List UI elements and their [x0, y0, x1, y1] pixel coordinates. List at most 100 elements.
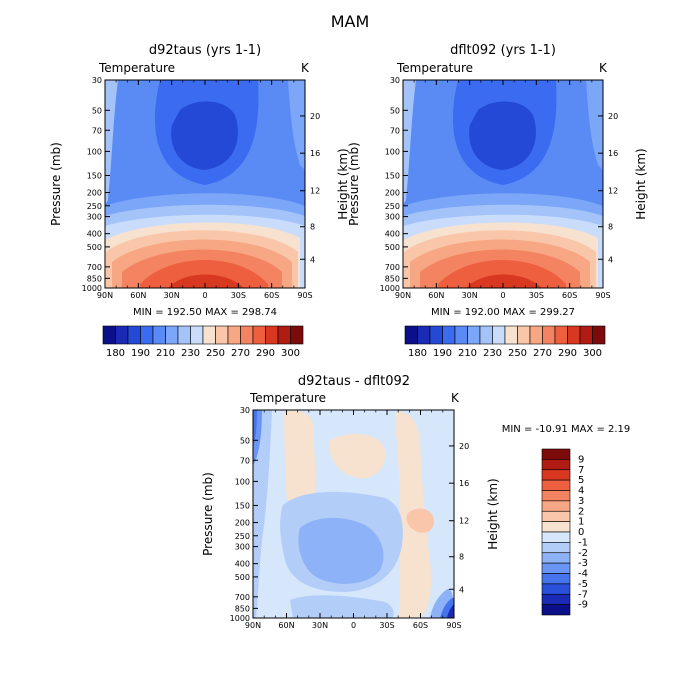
- colorbar-swatch: [541, 593, 571, 605]
- contour-band: [168, 274, 244, 288]
- colorbar-swatch: [542, 325, 556, 345]
- x-tick-label: 90S: [297, 291, 312, 300]
- colorbar-label: 1: [578, 517, 584, 528]
- panel-title: d92taus (yrs 1-1): [149, 43, 261, 58]
- contour-band: [283, 410, 316, 519]
- y-tick-label: 300: [385, 213, 400, 222]
- colorbar-swatch: [290, 325, 304, 345]
- x-tick-label: 60S: [264, 291, 279, 300]
- colorbar-swatch: [152, 325, 166, 345]
- y-tick-label: 300: [87, 213, 102, 222]
- y-tick-label: 700: [235, 593, 250, 602]
- x-tick-label: 90N: [395, 291, 411, 300]
- min-max-stats: MIN = -10.91 MAX = 2.19: [502, 424, 631, 435]
- contour-band: [586, 80, 603, 170]
- x-tick-label: 30S: [231, 291, 246, 300]
- x-tick-label: 30N: [462, 291, 478, 300]
- colorbar-label: -2: [578, 548, 588, 559]
- colorbar-label: 180: [408, 348, 427, 359]
- contour-band: [469, 101, 536, 170]
- colorbar-label: 7: [578, 465, 584, 476]
- x-tick-label: 60N: [278, 621, 294, 630]
- panel-difference: d92taus - dflt092 Temperature K 90N 60N 30…: [201, 374, 630, 630]
- height-tick-label: 16: [608, 149, 618, 158]
- x-tick-label: 90S: [446, 621, 461, 630]
- y-tick-label: 70: [390, 126, 400, 135]
- colorbar: 180 190 210 230 250 270 290 300: [404, 325, 606, 359]
- y-tick-label: 200: [87, 189, 102, 198]
- variable-label: Temperature: [249, 391, 326, 405]
- x-tick-label: 30N: [312, 621, 328, 630]
- height-tick-label: 20: [459, 442, 469, 451]
- variable-label: Temperature: [396, 61, 473, 75]
- colorbar-swatch: [541, 448, 571, 460]
- colorbar-label: 230: [181, 348, 200, 359]
- height-tick-label: 4: [459, 585, 464, 594]
- colorbar-label: 180: [106, 348, 125, 359]
- y-axis-label: Pressure (mb): [347, 142, 361, 226]
- contour-band: [329, 434, 386, 479]
- colorbar-swatch: [541, 562, 571, 574]
- x-tick-label: 30S: [379, 621, 394, 630]
- contour-band: [466, 274, 542, 288]
- y-tick-label: 150: [87, 171, 102, 180]
- colorbar-swatch: [492, 325, 506, 345]
- x-tick-label: 60S: [562, 291, 577, 300]
- contour-band: [171, 101, 238, 170]
- colorbar-label: 190: [433, 348, 452, 359]
- colorbar-swatch: [554, 325, 568, 345]
- colorbar-swatch: [429, 325, 443, 345]
- colorbar-swatch: [541, 500, 571, 512]
- height-tick-label: 4: [608, 255, 613, 264]
- y-tick-label: 1000: [82, 284, 102, 293]
- colorbar-swatch: [442, 325, 456, 345]
- colorbar-swatch: [579, 325, 593, 345]
- colorbar-swatch: [541, 573, 571, 585]
- contour-band: [403, 80, 416, 205]
- colorbar-label: 250: [508, 348, 527, 359]
- x-tick-label: 0: [202, 291, 207, 300]
- y-tick-label: 70: [240, 456, 250, 465]
- y-tick-label: 1000: [380, 284, 400, 293]
- colorbar-label: 3: [578, 496, 584, 507]
- colorbar-swatch: [177, 325, 191, 345]
- colorbar-label: -3: [578, 558, 588, 569]
- colorbar-swatch: [467, 325, 481, 345]
- colorbar-label: -4: [578, 569, 588, 580]
- y-tick-label: 200: [235, 519, 250, 528]
- y-tick-label: 50: [92, 106, 102, 115]
- y-axis-label: Pressure (mb): [49, 142, 63, 226]
- units-label: K: [599, 61, 608, 75]
- min-max-stats: MIN = 192.50 MAX = 298.74: [133, 307, 277, 318]
- x-tick-label: 0: [351, 621, 356, 630]
- height-tick-label: 16: [310, 149, 320, 158]
- contour-band: [288, 80, 305, 170]
- colorbar-label: 270: [231, 348, 250, 359]
- figure-title: MAM: [331, 12, 370, 31]
- units-label: K: [301, 61, 310, 75]
- y-tick-label: 200: [385, 189, 400, 198]
- contour-field: [253, 410, 454, 618]
- height-tick-label: 12: [608, 187, 618, 196]
- y-tick-label: 30: [390, 76, 400, 85]
- colorbar-label: -7: [578, 589, 588, 600]
- y-tick-label: 100: [87, 147, 102, 156]
- colorbar-label: 4: [578, 486, 584, 497]
- colorbar-label: 250: [206, 348, 225, 359]
- colorbar-swatch: [541, 521, 571, 533]
- x-tick-label: 60S: [413, 621, 428, 630]
- contour-band: [290, 595, 394, 618]
- y-tick-label: 70: [92, 126, 102, 135]
- colorbar-label: 210: [156, 348, 175, 359]
- height-tick-label: 12: [459, 517, 469, 526]
- height-axis-label: Height (km): [486, 478, 500, 549]
- units-label: K: [451, 391, 460, 405]
- y-tick-label: 30: [92, 76, 102, 85]
- x-tick-label: 90N: [97, 291, 113, 300]
- colorbar-swatch: [127, 325, 141, 345]
- x-tick-label: 60N: [428, 291, 444, 300]
- colorbar-swatch: [541, 459, 571, 471]
- colorbar-label: 290: [256, 348, 275, 359]
- y-tick-label: 700: [385, 263, 400, 272]
- y-tick-label: 400: [385, 230, 400, 239]
